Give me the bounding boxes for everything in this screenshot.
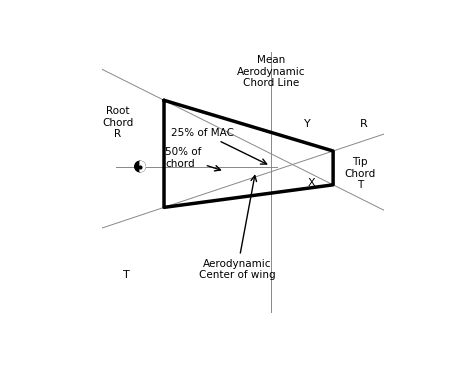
Polygon shape xyxy=(135,161,140,172)
Text: Root
Chord
R: Root Chord R xyxy=(102,106,133,139)
Text: 25% of MAC: 25% of MAC xyxy=(171,128,267,164)
Text: Aerodynamic
Center of wing: Aerodynamic Center of wing xyxy=(199,176,275,280)
Text: T: T xyxy=(123,270,130,280)
Text: Tip
Chord
T: Tip Chord T xyxy=(344,157,375,190)
Text: Mean
Aerodynamic
Chord Line: Mean Aerodynamic Chord Line xyxy=(237,55,305,89)
Text: Y: Y xyxy=(303,119,310,129)
Text: R: R xyxy=(360,119,368,129)
Text: 50% of
chord: 50% of chord xyxy=(165,147,220,171)
Polygon shape xyxy=(140,161,145,172)
Text: X: X xyxy=(308,178,315,188)
